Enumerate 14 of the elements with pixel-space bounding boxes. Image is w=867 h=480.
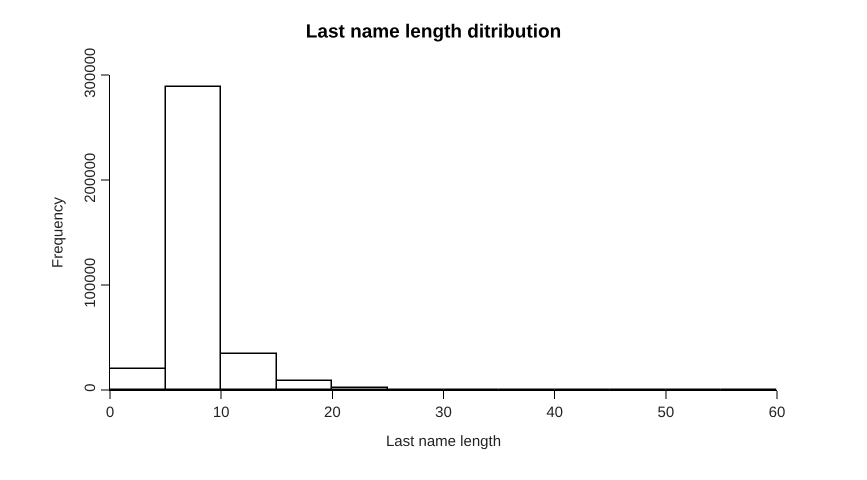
x-axis-title: Last name length bbox=[386, 433, 502, 450]
y-axis-title: Frequency bbox=[49, 196, 66, 268]
x-tick-label: 20 bbox=[324, 404, 341, 421]
y-tick-label: 300000 bbox=[82, 48, 99, 98]
x-tick-label: 0 bbox=[106, 404, 114, 421]
y-tick-label: 100000 bbox=[82, 258, 99, 308]
y-tick-label: 200000 bbox=[82, 152, 99, 203]
x-tick-label: 40 bbox=[546, 404, 564, 421]
x-tick-label: 50 bbox=[657, 404, 674, 421]
x-tick-label: 60 bbox=[768, 404, 786, 421]
chart-title: Last name length ditribution bbox=[306, 21, 562, 42]
x-tick-label: 10 bbox=[212, 404, 230, 421]
x-tick-label: 30 bbox=[435, 404, 452, 421]
y-tick-label: 0 bbox=[82, 384, 99, 392]
